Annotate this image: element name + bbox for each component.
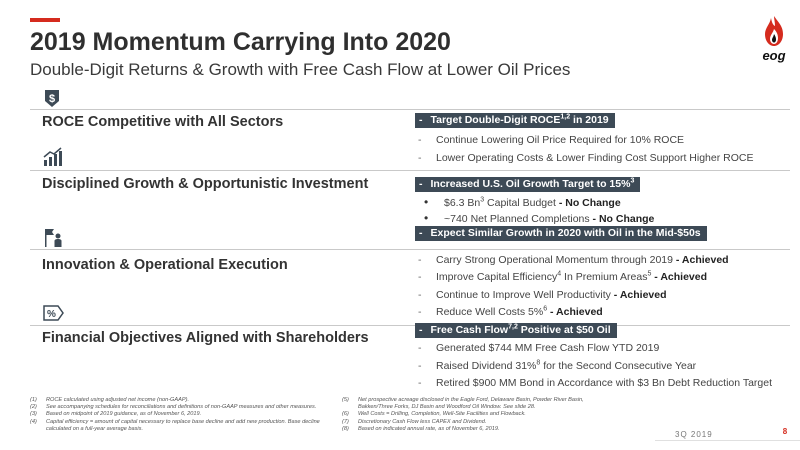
footer-divider bbox=[655, 440, 800, 441]
bar-chart-growth-icon bbox=[42, 146, 62, 166]
flame-icon bbox=[765, 16, 783, 46]
section-divider bbox=[30, 170, 790, 171]
list-item: • ~740 Net Planned Completions - No Chang… bbox=[424, 211, 655, 225]
list-item: - Continue Lowering Oil Price Required fo… bbox=[418, 134, 685, 146]
flag-person-icon bbox=[42, 227, 62, 247]
section-divider bbox=[30, 249, 790, 250]
section-divider bbox=[30, 325, 790, 326]
tag-2020-growth: - Expect Similar Growth in 2020 with Oil … bbox=[415, 226, 707, 241]
tag-roce-target: - Target Double-Digit ROCE1,2 in 2019 bbox=[415, 113, 615, 128]
list-item: - Raised Dividend 31%8 for the Second Con… bbox=[418, 359, 697, 373]
footnote: (1) ROCE calculated using adjusted net in… bbox=[30, 397, 190, 403]
list-item: - Carry Strong Operational Momentum throu… bbox=[418, 254, 729, 266]
list-item: - Lower Operating Costs & Lower Finding C… bbox=[418, 152, 754, 164]
footnote: (3) Based on midpoint of 2019 guidance, a… bbox=[30, 411, 202, 418]
svg-text:%: % bbox=[47, 309, 56, 320]
percent-tag-icon: % bbox=[42, 304, 64, 324]
footnote: (6) Well Costs = Drilling, Completion, We… bbox=[342, 411, 526, 418]
page-title: 2019 Momentum Carrying Into 2020 bbox=[30, 28, 451, 56]
list-item: • $6.3 Bn3 Capital Budget - No Change bbox=[424, 195, 621, 209]
logo-text: eog bbox=[762, 48, 786, 63]
footnotes-right: (5) Net prospective acreage disclosed in … bbox=[342, 397, 602, 433]
section-heading-roce: ROCE Competitive with All Sectors bbox=[42, 114, 284, 130]
section-heading-growth: Disciplined Growth & Opportunistic Inves… bbox=[42, 176, 369, 192]
list-item: - Continue to Improve Well Productivity -… bbox=[418, 289, 667, 301]
footnotes-left: (1) ROCE calculated using adjusted net in… bbox=[30, 397, 335, 433]
page-number: 8 bbox=[770, 425, 800, 439]
svg-text:$: $ bbox=[49, 93, 55, 105]
tag-free-cash-flow: - Free Cash Flow7,2 Positive at $50 Oil bbox=[415, 323, 617, 338]
footer-date: 3Q 2019 bbox=[675, 430, 713, 439]
footnote: (8) Based on indicated annual rate, as of… bbox=[342, 425, 500, 432]
title-accent-bar bbox=[30, 18, 60, 22]
section-heading-innovation: Innovation & Operational Execution bbox=[42, 257, 288, 273]
footnote: (5) Net prospective acreage disclosed in … bbox=[342, 397, 584, 411]
list-item: - Retired $900 MM Bond in Accordance with… bbox=[418, 377, 772, 389]
list-item: - Improve Capital Efficiency4 In Premium … bbox=[418, 270, 708, 284]
page-subtitle: Double-Digit Returns & Growth with Free … bbox=[30, 60, 571, 79]
section-heading-financial: Financial Objectives Aligned with Shareh… bbox=[42, 330, 369, 346]
dollar-shield-icon: $ bbox=[42, 88, 62, 108]
footnote: (4) Capital efficiency = amount of capita… bbox=[30, 418, 320, 432]
eog-logo: eog bbox=[756, 14, 792, 66]
list-item: - Reduce Well Costs 5%6 - Achieved bbox=[418, 305, 603, 319]
footnote: (2) See accompanying schedules for reconc… bbox=[30, 404, 317, 411]
list-item: - Generated $744 MM Free Cash Flow YTD 20… bbox=[418, 342, 660, 354]
tag-oil-growth: - Increased U.S. Oil Growth Target to 15%… bbox=[415, 177, 641, 192]
section-divider bbox=[30, 109, 790, 110]
footnote: (7) Discretionary Cash Flow less CAPEX an… bbox=[342, 418, 487, 425]
